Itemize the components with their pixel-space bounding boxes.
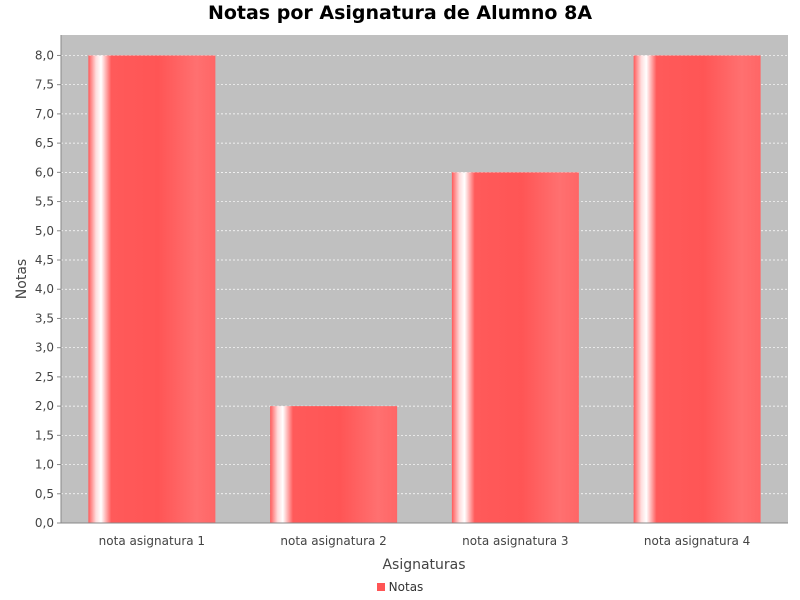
y-tick-label: 2,0 — [35, 399, 54, 413]
legend-label: Notas — [388, 580, 424, 594]
y-tick-label: 6,0 — [35, 165, 54, 179]
y-tick-label: 5,5 — [35, 195, 54, 209]
x-axis-title: Asignaturas — [382, 557, 465, 573]
x-tick-label: nota asignatura 1 — [99, 534, 205, 548]
y-tick-label: 3,0 — [35, 341, 54, 355]
legend: Notas — [0, 580, 800, 594]
bar — [633, 55, 761, 524]
y-tick-label: 8,0 — [35, 48, 54, 62]
x-tick-label: nota asignatura 2 — [280, 534, 386, 548]
axes: 0,0 0,5 1,0 1,5 2,0 2,5 3,0 3,5 4,0 4,5 5,0 5,5 6,0 6… — [35, 35, 788, 548]
y-tick-label: 1,0 — [35, 458, 54, 472]
y-tick-label: 4,0 — [35, 282, 54, 296]
y-tick-label: 1,5 — [35, 428, 54, 442]
y-tick-label: 7,5 — [35, 78, 54, 92]
bars — [88, 55, 761, 524]
x-tick-label: nota asignatura 4 — [644, 534, 750, 548]
y-tick-label: 0,5 — [35, 487, 54, 501]
bar — [270, 406, 398, 523]
y-tick-label: 6,5 — [35, 136, 54, 150]
legend-swatch — [376, 583, 385, 591]
y-tick-label: 3,5 — [35, 311, 54, 325]
y-tick-label: 5,0 — [35, 224, 54, 238]
chart-title: Notas por Asignatura de Alumno 8A — [207, 2, 593, 24]
y-axis-title: Notas — [14, 259, 30, 299]
bar — [88, 55, 216, 524]
y-tick-label: 0,0 — [35, 516, 54, 530]
y-tick-label: 7,0 — [35, 107, 54, 121]
y-tick-label: 2,5 — [35, 370, 54, 384]
x-tick-label: nota asignatura 3 — [462, 534, 568, 548]
y-tick-label: 4,5 — [35, 253, 54, 267]
bar — [451, 172, 579, 524]
